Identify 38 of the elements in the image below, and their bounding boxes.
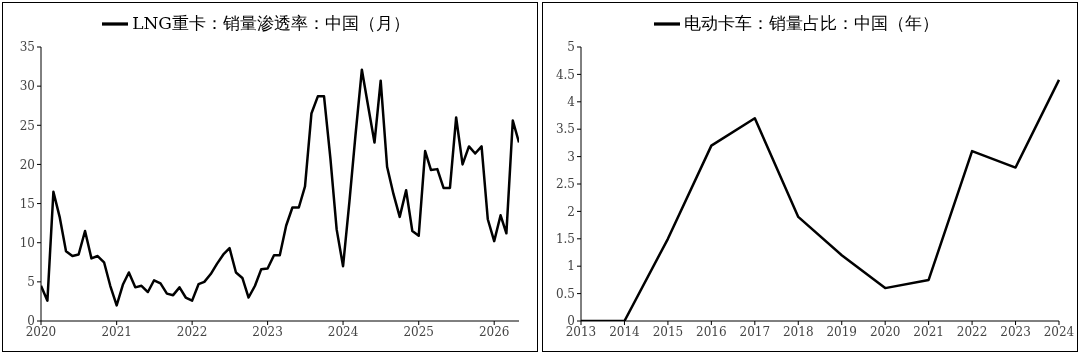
y-tick-label: 2 [567,204,575,219]
x-tick-label: 2023 [1000,324,1031,339]
y-tick-label: 0.5 [555,286,575,301]
y-tick-label: 1.5 [555,232,575,247]
y-tick-label: 30 [19,79,35,94]
y-tick-label: 4.5 [555,67,575,82]
x-tick-label: 2025 [403,324,434,339]
x-tick-label: 2023 [252,324,283,339]
legend-label: 电动卡车：销量占比：中国（年） [683,12,939,33]
x-tick-label: 2024 [1043,324,1075,339]
y-tick-label: 4 [567,95,576,110]
y-tick-label: 15 [19,196,35,211]
y-tick-label: 5 [27,275,35,290]
x-tick-label: 2013 [565,324,597,339]
x-tick-label: 2015 [652,324,684,339]
y-tick-label: 1 [567,259,575,274]
x-tick-label: 2017 [739,324,771,339]
x-tick-label: 2022 [176,324,208,339]
y-tick-label: 35 [19,40,35,55]
x-tick-label: 2016 [696,324,727,339]
x-tick-label: 2026 [478,324,510,339]
x-tick-label: 2024 [327,324,359,339]
x-tick-label: 2020 [869,324,901,339]
x-tick-label: 2019 [826,324,857,339]
x-tick-label: 2018 [783,324,814,339]
x-tick-label: 2021 [913,324,944,339]
y-tick-label: 2.5 [555,177,575,192]
x-tick-label: 2021 [101,324,132,339]
x-tick-label: 2020 [25,324,57,339]
x-tick-label: 2022 [956,324,988,339]
x-tick-label: 2014 [609,324,641,339]
y-tick-label: 5 [567,40,575,55]
y-tick-label: 3 [567,149,575,164]
legend-label: LNG重卡：销量渗透率：中国（月） [132,12,410,33]
y-tick-label: 25 [19,118,35,133]
y-tick-label: 10 [19,235,35,250]
y-tick-label: 20 [19,157,35,172]
y-tick-label: 3.5 [555,122,575,137]
